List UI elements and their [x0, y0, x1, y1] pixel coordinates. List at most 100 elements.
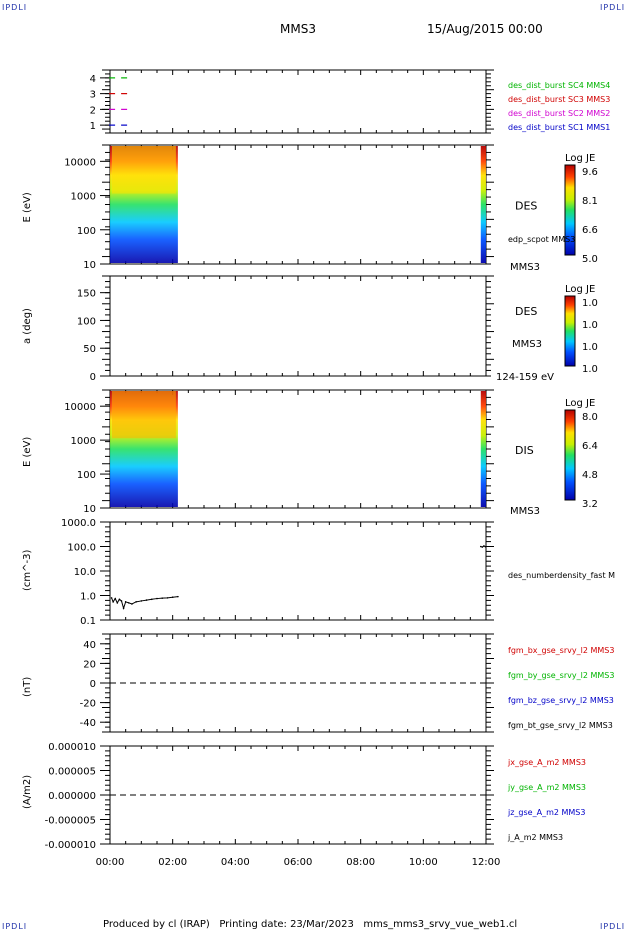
corner-label-top-left: IPDLI — [2, 3, 28, 12]
density-point — [118, 598, 121, 601]
current-legend-entry: jy_gse_A_m2 MMS3 — [507, 783, 586, 792]
current-y-tick-label: -0.000005 — [45, 816, 96, 827]
des-spec-colorbar-tick: 8.1 — [582, 196, 598, 207]
density-point — [135, 601, 137, 603]
density-y-tick-label: 10.0 — [74, 567, 96, 578]
bfield-y-axis-label: (nT) — [22, 677, 33, 697]
pitch-y-tick-label: 0 — [90, 372, 96, 383]
pitch-colorbar-tick: 1.0 — [582, 342, 598, 353]
stacked-plot-canvas: 1 2 3 4 des_dist_burst SC1 MMS1 des_dist_burs… — [22, 69, 615, 868]
header-datetime: 15/Aug/2015 00:00 — [427, 22, 543, 36]
des-spec-data-core — [112, 146, 176, 194]
dis-spec-instrument-label: DIS — [515, 444, 534, 457]
dis-spec-colorbar-tick: 4.8 — [582, 470, 598, 481]
dis-spec-data-strip — [480, 391, 486, 507]
density-point — [483, 545, 485, 547]
bfield-y-tick-label: 40 — [83, 640, 96, 651]
burst-legend-entry: des_dist_burst SC4 MMS4 — [508, 81, 610, 90]
pitch-angle-frame — [109, 275, 487, 377]
burst-legend-entry: des_dist_burst SC1 MMS1 — [508, 123, 610, 132]
des-spec-colorbar-tick: 5.0 — [582, 254, 598, 265]
time-axis-tick-label: 00:00 — [96, 857, 125, 868]
des-spec-data-strip — [480, 146, 486, 263]
corner-label-bottom-left: IPDLI — [2, 922, 28, 931]
current-y-tick-label: 0.000010 — [48, 742, 96, 753]
current-y-axis-label: (A/m2) — [22, 775, 33, 809]
density-point — [479, 545, 482, 548]
density-point — [484, 545, 487, 548]
density-point — [481, 546, 484, 548]
density-point — [140, 600, 143, 602]
density-point — [166, 597, 169, 599]
density-y-tick-label: 0.1 — [80, 616, 96, 627]
current-y-tick-label: -0.000010 — [45, 840, 96, 851]
dis-spec-y-tick-label: 10000 — [64, 402, 96, 413]
dis-spec-colorbar-title: Log JE — [565, 398, 595, 409]
pitch-energy-range-label: 124-159 eV — [496, 372, 554, 383]
density-y-axis-label: (cm^-3) — [22, 550, 33, 591]
pitch-colorbar-title: Log JE — [565, 284, 595, 295]
burst-y-tick-label: 2 — [90, 105, 96, 116]
pitch-y-tick-label: 100 — [77, 316, 96, 327]
dis-spec-y-tick-label: 1000 — [71, 436, 96, 447]
current-legend-entry: j_A_m2 MMS3 — [507, 833, 563, 842]
current-legend-entry: jz_gse_A_m2 MMS3 — [507, 808, 585, 817]
current-y-tick-label: 0.000005 — [48, 767, 96, 778]
des-spec-y-tick-label: 10000 — [64, 157, 96, 168]
pitch-spacecraft-label: MMS3 — [512, 339, 542, 350]
time-axis-tick-label: 12:00 — [472, 857, 501, 868]
density-y-tick-label: 1.0 — [80, 592, 96, 603]
des-spec-y-axis-label: E (eV) — [22, 192, 33, 222]
bfield-legend-entry: fgm_bz_gse_srvy_l2 MMS3 — [508, 696, 614, 705]
burst-y-tick-label: 4 — [90, 74, 96, 85]
burst-y-tick-label: 1 — [90, 121, 96, 132]
time-axis-tick-label: 02:00 — [158, 857, 187, 868]
density-y-tick-label: 100.0 — [67, 543, 96, 554]
dis-spec-colorbar-tick: 8.0 — [582, 412, 598, 423]
density-point — [124, 601, 127, 603]
density-point — [161, 597, 164, 599]
dis-spec-y-tick-label: 100 — [77, 470, 96, 481]
pitch-y-tick-label: 150 — [77, 289, 96, 300]
des-spec-y-tick-label: 10 — [83, 260, 96, 271]
time-axis-tick-label: 04:00 — [221, 857, 250, 868]
density-point — [171, 596, 174, 599]
time-axis-tick-label: 06:00 — [284, 857, 313, 868]
bfield-y-tick-label: 20 — [83, 659, 96, 670]
des-spec-spacecraft-label: MMS3 — [510, 262, 540, 273]
density-frame — [109, 521, 487, 621]
bfield-y-tick-label: -20 — [80, 699, 96, 710]
pitch-colorbar — [564, 295, 576, 367]
burst-y-tick-label: 3 — [90, 90, 96, 101]
header-spacecraft: MMS3 — [280, 22, 316, 36]
density-point — [112, 601, 114, 603]
dis-spec-colorbar-tick: 6.4 — [582, 441, 598, 452]
density-point — [177, 595, 179, 598]
density-point — [128, 602, 130, 604]
pitch-instrument-label: DES — [515, 305, 537, 318]
corner-label-top-right: IPDLI — [600, 3, 626, 12]
dis-spec-colorbar-tick: 3.2 — [582, 499, 598, 510]
pitch-colorbar-tick: 1.0 — [582, 298, 598, 309]
density-y-tick-label: 1000.0 — [61, 518, 96, 529]
bfield-y-tick-label: 0 — [90, 679, 96, 690]
burst-panel-frame — [109, 69, 487, 134]
density-point — [116, 602, 119, 604]
des-spec-instrument-label: DES — [515, 200, 537, 213]
density-series-line — [480, 545, 486, 548]
density-point — [110, 597, 113, 599]
dis-spec-y-tick-label: 10 — [83, 504, 96, 515]
des-spec-y-tick-label: 1000 — [71, 192, 96, 203]
density-point — [131, 603, 133, 605]
des-spec-y-tick-label: 100 — [77, 226, 96, 237]
time-axis-tick-label: 10:00 — [409, 857, 438, 868]
bfield-legend-entry: fgm_bx_gse_srvy_l2 MMS3 — [508, 646, 614, 655]
dis-spec-data-core — [112, 391, 176, 439]
current-legend-entry: jx_gse_A_m2 MMS3 — [507, 758, 586, 767]
density-point — [122, 607, 125, 610]
density-point — [145, 599, 148, 601]
bfield-legend-entry: fgm_by_gse_srvy_l2 MMS3 — [508, 671, 614, 680]
pitch-y-axis-label: a (deg) — [22, 308, 33, 344]
bfield-y-tick-label: -40 — [80, 718, 96, 729]
dis-spec-colorbar — [564, 409, 576, 501]
